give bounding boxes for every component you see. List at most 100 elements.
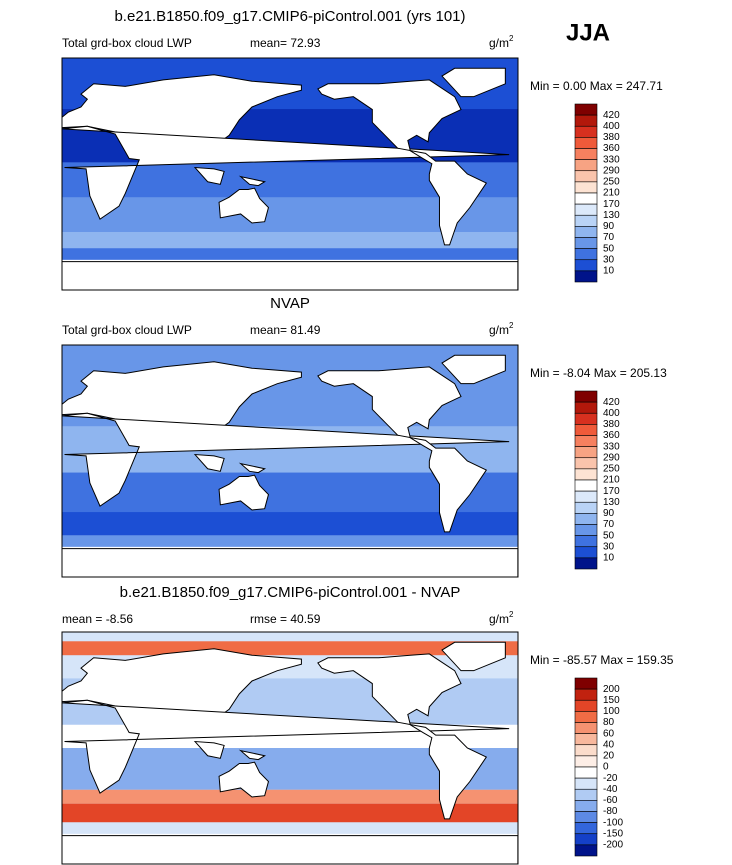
colorbar-box: [574, 788, 598, 801]
colorbar-label: 80: [603, 717, 615, 728]
left-label: mean = -8.56: [62, 612, 133, 626]
colorbar-label: 130: [603, 210, 620, 221]
land: [61, 835, 519, 865]
land: [61, 412, 510, 507]
colorbar-label: -60: [603, 795, 618, 806]
colorbar-box: [574, 557, 598, 570]
map-frame: [61, 57, 519, 291]
left-label: Total grd-box cloud LWP: [62, 36, 192, 50]
units-base: g/m: [489, 612, 509, 626]
colorbar-box: [574, 457, 598, 470]
colorbar-box: [574, 248, 598, 261]
map-frame: [61, 344, 519, 578]
colorbar-label: 30: [603, 541, 615, 552]
colorbar-box: [574, 114, 598, 127]
map: [61, 344, 519, 578]
colorbar-label: 10: [603, 553, 615, 564]
colorbar-box: [574, 446, 598, 459]
colorbar-label: 60: [603, 728, 615, 739]
colorbar-box: [574, 468, 598, 481]
season-label: JJA: [566, 19, 610, 46]
colorbar-box: [574, 535, 598, 548]
colorbar-box: [574, 811, 598, 823]
colorbar-box: [574, 181, 598, 194]
colorbar-box: [574, 479, 598, 492]
colorbar-box: [574, 237, 598, 249]
units-base: g/m: [489, 323, 509, 337]
colorbar-label: 170: [603, 199, 620, 210]
land: [441, 641, 506, 672]
units: g/m2: [489, 610, 514, 626]
colorbar-box: [574, 401, 598, 414]
colorbar-label: -100: [603, 817, 623, 828]
colorbar-box: [574, 412, 598, 425]
colorbar-label: 90: [603, 508, 615, 519]
colorbar-box: [574, 203, 598, 216]
colorbar-label: 330: [603, 154, 620, 165]
colorbar-box: [574, 226, 598, 238]
colorbar-box: [574, 744, 598, 757]
land: [61, 699, 510, 794]
min-max: Min = 0.00 Max = 247.71: [530, 79, 663, 93]
colorbar-label: 420: [603, 397, 620, 408]
colorbar-label: 100: [603, 706, 620, 717]
colorbar-label: 400: [603, 121, 620, 132]
units-exponent: 2: [509, 34, 514, 43]
land: [441, 354, 506, 385]
ocean-band: [62, 803, 518, 823]
colorbar-box: [574, 677, 598, 690]
colorbar-box: [574, 259, 598, 272]
units: g/m2: [489, 321, 514, 337]
colorbar-label: 90: [603, 221, 615, 232]
colorbar-label: 250: [603, 464, 620, 475]
colorbar-box: [574, 833, 598, 846]
colorbar-box: [574, 390, 598, 403]
colorbar-box: [574, 800, 598, 812]
colorbar-box: [574, 513, 598, 525]
land: [61, 261, 519, 291]
panel-title: b.e21.B1850.f09_g17.CMIP6-piControl.001 …: [114, 8, 465, 25]
map: [61, 631, 519, 865]
panel-title: NVAP: [270, 295, 310, 312]
colorbar-box: [574, 822, 598, 835]
land: [193, 166, 225, 185]
colorbar-label: 130: [603, 497, 620, 508]
colorbar-label: 360: [603, 143, 620, 154]
land: [317, 366, 488, 533]
colorbar-label: 360: [603, 430, 620, 441]
colorbar-label: 150: [603, 695, 620, 706]
colorbar-box: [574, 424, 598, 436]
colorbar-box: [574, 688, 598, 701]
colorbar-label: 290: [603, 165, 620, 176]
colorbar-label: -80: [603, 806, 618, 817]
colorbar-label: 420: [603, 110, 620, 121]
map-frame: [61, 631, 519, 865]
colorbar-label: 10: [603, 266, 615, 277]
colorbar-label: 210: [603, 188, 620, 199]
land: [238, 175, 266, 187]
colorbar-box: [574, 214, 598, 227]
colorbar-label: 170: [603, 486, 620, 497]
land: [317, 79, 488, 246]
min-max: Min = -8.04 Max = 205.13: [530, 366, 667, 380]
colorbar-label: -20: [603, 773, 618, 784]
colorbar-label: 400: [603, 408, 620, 419]
colorbar-label: 50: [603, 243, 615, 254]
colorbar-box: [574, 733, 598, 746]
ocean-band: [62, 789, 518, 804]
colorbar-label: 380: [603, 419, 620, 430]
land: [61, 125, 510, 220]
colorbar-label: 70: [603, 519, 615, 530]
colorbar-box: [574, 777, 598, 790]
land: [238, 462, 266, 474]
center-label: rmse = 40.59: [250, 612, 321, 626]
land: [61, 548, 519, 578]
colorbar-box: [574, 766, 598, 779]
colorbar-label: 330: [603, 441, 620, 452]
units-exponent: 2: [509, 610, 514, 619]
colorbar-box: [574, 501, 598, 514]
colorbar-box: [574, 170, 598, 183]
land: [441, 67, 506, 98]
